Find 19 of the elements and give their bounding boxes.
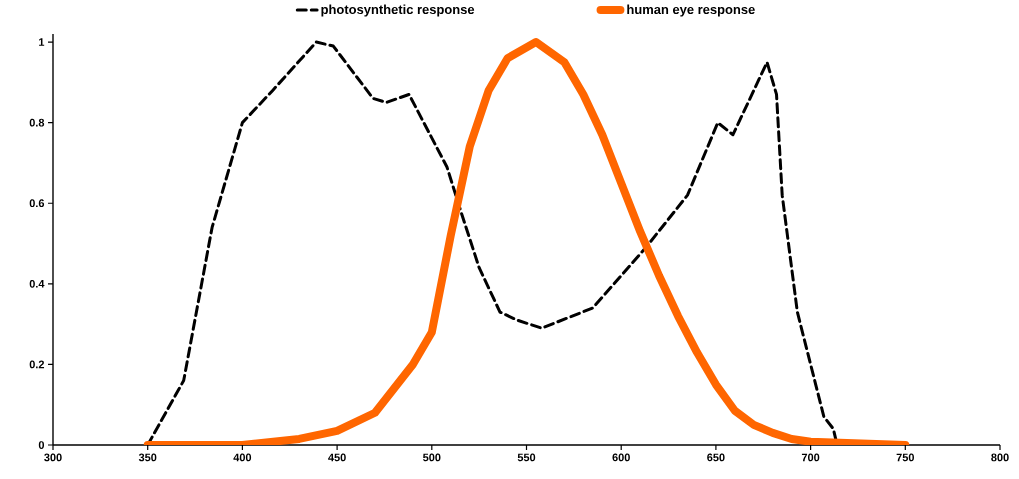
y-tick-label: 0.8: [29, 118, 45, 127]
x-tick-label: 550: [517, 453, 536, 462]
x-tick-label: 650: [707, 453, 725, 462]
y-tick-label: 1: [39, 38, 45, 46]
y-tick-label: 0.6: [29, 199, 45, 208]
x-tick-label: 500: [423, 453, 441, 462]
y-tick-label: 0.2: [29, 360, 45, 369]
x-tick-label: 750: [896, 453, 914, 462]
x-tick-label: 600: [612, 453, 630, 462]
x-tick-label: 400: [233, 453, 252, 462]
x-tick-label: 300: [44, 453, 62, 462]
x-tick-label: 700: [801, 453, 820, 462]
x-tick-label: 450: [328, 453, 346, 462]
x-tick-label: 800: [991, 453, 1009, 462]
y-tick-label: 0.4: [29, 279, 45, 288]
x-tick-label: 350: [138, 453, 157, 462]
y-tick-label: 0: [38, 441, 45, 449]
legend-label: human eye response: [627, 4, 755, 17]
legend-label: photosynthetic response: [321, 4, 475, 17]
